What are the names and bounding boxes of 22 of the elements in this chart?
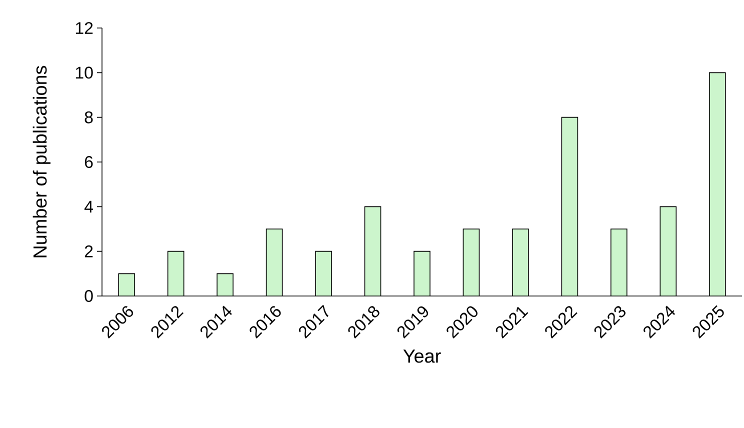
- bar: [512, 229, 528, 296]
- y-tick-label: 8: [84, 111, 93, 124]
- bar: [414, 251, 430, 296]
- bar: [610, 229, 627, 296]
- y-tick-label: 0: [84, 290, 93, 302]
- y-tick-label: 4: [84, 200, 93, 212]
- y-tick-label: 12: [76, 22, 93, 34]
- bar: [708, 72, 726, 296]
- bar: [266, 229, 282, 296]
- bar: [660, 206, 676, 296]
- bar: [168, 251, 184, 296]
- bar: [316, 251, 332, 296]
- y-tick-label: 10: [76, 66, 93, 79]
- bar: [217, 274, 234, 296]
- bar: [364, 206, 381, 296]
- y-axis-title: Number of publications: [32, 66, 50, 258]
- bar: [463, 229, 480, 296]
- y-tick-label: 2: [84, 245, 93, 258]
- y-tick-label: 6: [84, 156, 93, 168]
- bar: [118, 274, 135, 296]
- bar: [562, 117, 578, 296]
- x-axis-title: Year: [403, 350, 441, 363]
